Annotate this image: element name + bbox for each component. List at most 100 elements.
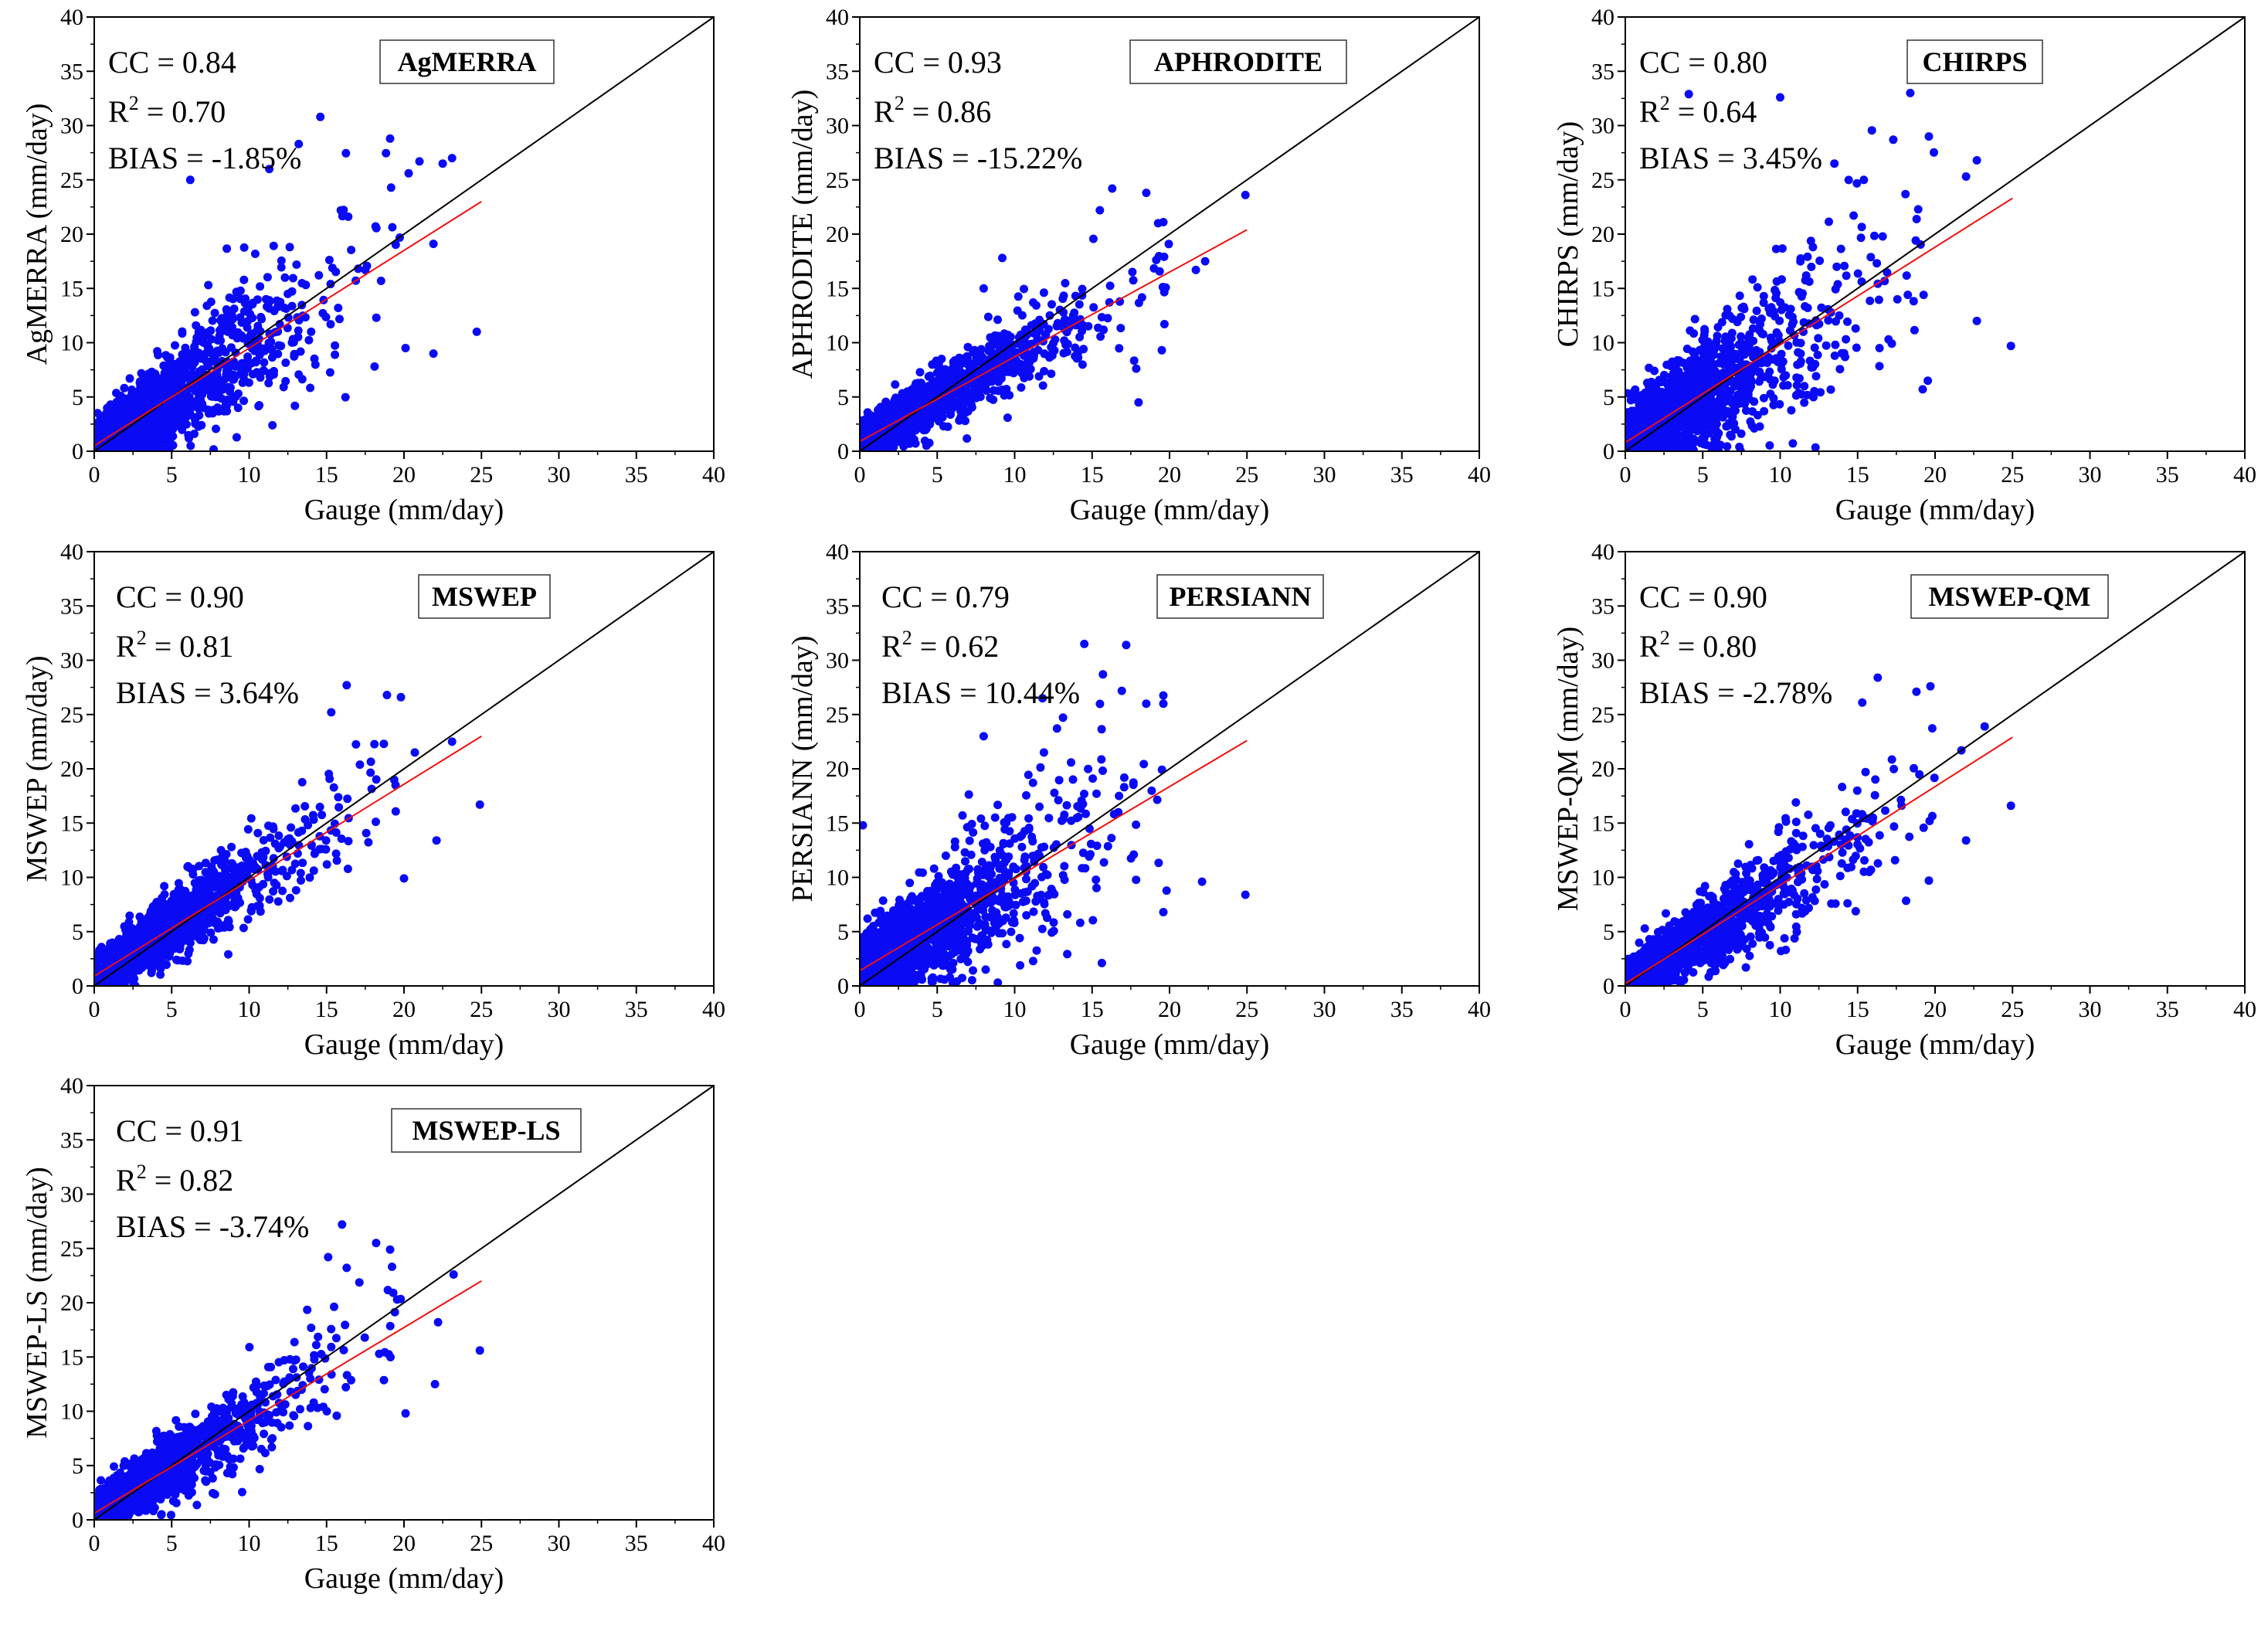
data-point [1159, 320, 1169, 328]
data-point [1699, 342, 1709, 352]
data-point [228, 371, 237, 380]
data-point [1099, 325, 1109, 335]
data-point [222, 244, 232, 253]
data-point [1856, 233, 1866, 243]
data-point [1755, 367, 1764, 376]
data-point [1791, 391, 1801, 400]
data-point [1810, 343, 1819, 352]
data-point [969, 359, 977, 369]
data-point [250, 250, 260, 258]
data-point [1836, 244, 1845, 253]
data-point [1822, 341, 1831, 350]
data-point [256, 282, 265, 291]
data-point [1853, 269, 1862, 278]
data-point [331, 267, 341, 277]
stat-r2: R2 = 0.70 [108, 92, 226, 129]
data-point [341, 148, 351, 158]
data-point [268, 420, 277, 430]
data-point [131, 445, 140, 451]
data-point [1772, 289, 1781, 297]
data-point [184, 348, 193, 358]
data-point [175, 367, 185, 376]
data-point [922, 424, 931, 433]
data-point [1025, 372, 1034, 381]
dataset-title-box [379, 39, 555, 84]
data-point [1742, 406, 1750, 415]
y-tick-label: 10 [60, 331, 83, 356]
data-point [385, 134, 395, 143]
data-point [1720, 397, 1730, 406]
data-point [1748, 275, 1757, 284]
data-point [1682, 345, 1692, 353]
data-point [149, 396, 158, 405]
data-point [137, 379, 146, 388]
data-point [145, 423, 154, 432]
data-point [260, 344, 269, 353]
data-point [206, 392, 216, 401]
data-point [344, 212, 353, 221]
data-point [1662, 360, 1672, 369]
data-point [1765, 441, 1774, 450]
data-point [240, 298, 250, 308]
data-point [1071, 343, 1080, 352]
x-tick-label: 0 [89, 462, 100, 488]
data-point [304, 335, 314, 345]
data-point [415, 157, 424, 166]
data-point [277, 263, 286, 272]
y-tick-label: 15 [826, 276, 849, 301]
data-point [158, 446, 168, 451]
data-point [222, 396, 232, 404]
data-point [339, 206, 348, 215]
data-point [184, 430, 193, 440]
data-point [1047, 369, 1056, 379]
data-point [932, 368, 942, 377]
data-point [1930, 148, 1938, 157]
data-point [113, 397, 122, 406]
data-point [171, 341, 179, 350]
data-point [253, 326, 261, 335]
data-point [925, 372, 935, 382]
data-point [1841, 352, 1849, 362]
data-point [1034, 372, 1044, 381]
data-point [1031, 301, 1041, 310]
data-point [1152, 256, 1161, 264]
data-point [1748, 407, 1757, 416]
data-point [1105, 281, 1115, 291]
data-point [1157, 345, 1166, 355]
dataset-title: APHRODITE [1154, 46, 1322, 77]
data-point [173, 401, 182, 410]
y-tick-label: 15 [60, 276, 83, 301]
data-point [264, 379, 273, 388]
data-point [386, 183, 396, 192]
data-point [1787, 406, 1796, 415]
data-point [1874, 295, 1883, 304]
data-point [310, 354, 319, 363]
data-point [1779, 381, 1788, 390]
data-point [898, 435, 907, 444]
data-point [993, 315, 1002, 325]
data-point [246, 359, 255, 369]
data-point [210, 355, 219, 364]
data-point [1096, 332, 1105, 342]
data-point [197, 420, 206, 430]
data-point [294, 139, 304, 148]
data-point [1129, 276, 1138, 285]
y-axis-label: AgMERRA (mm/day) [21, 104, 53, 365]
data-point [1784, 341, 1793, 350]
data-point [161, 351, 171, 360]
data-point [1759, 298, 1768, 308]
data-point [1893, 294, 1902, 304]
y-tick-label: 20 [60, 222, 83, 247]
data-point [1792, 381, 1801, 390]
data-point [979, 284, 988, 293]
data-point [1149, 263, 1159, 273]
y-axis-label: APHRODITE (mm/day) [786, 90, 819, 379]
y-tick-label: 5 [837, 385, 849, 410]
data-point [203, 385, 212, 394]
data-point [1760, 406, 1769, 416]
data-point [1910, 325, 1919, 335]
data-point [898, 398, 908, 407]
x-axis-label: Gauge (mm/day) [304, 494, 504, 526]
data-point [223, 327, 233, 336]
